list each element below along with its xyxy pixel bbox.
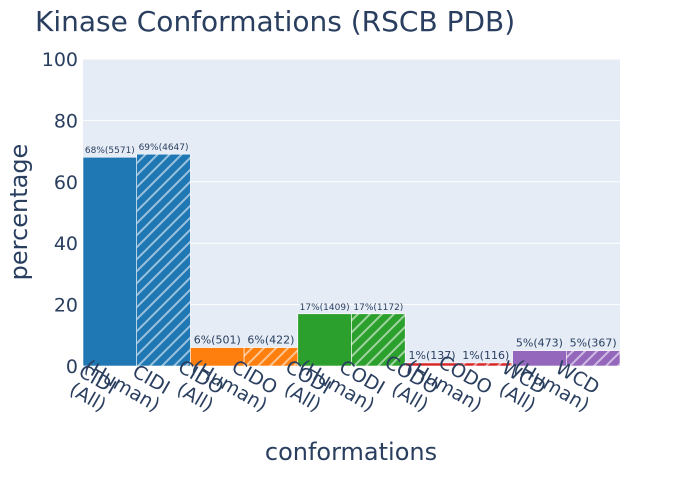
chart-title: Kinase Conformations (RSCB PDB) bbox=[35, 5, 515, 38]
y-tick-label: 0 bbox=[66, 356, 78, 378]
bar bbox=[297, 313, 352, 367]
y-tick-label: 20 bbox=[54, 295, 78, 317]
bars bbox=[82, 153, 621, 367]
bar bbox=[565, 350, 621, 367]
y-tick-label: 60 bbox=[54, 172, 78, 194]
bar-data-label: 1%(137) bbox=[409, 349, 456, 362]
bar bbox=[136, 153, 191, 367]
bar-data-label: 17%(1172) bbox=[353, 303, 403, 313]
bar-data-label: 6%(422) bbox=[247, 334, 294, 347]
bar-labels: 68%(5571) 69%(4647) 6%(501) 6%(422) 17%(1409… bbox=[85, 143, 617, 362]
bar bbox=[351, 313, 406, 367]
x-axis-title: conformations bbox=[265, 438, 437, 466]
bar-data-label: 6%(501) bbox=[194, 334, 241, 347]
bar-data-label: 69%(4647) bbox=[139, 143, 189, 153]
y-tick-label: 80 bbox=[54, 110, 78, 132]
y-tick-label: 100 bbox=[42, 49, 78, 71]
bar-data-label: 68%(5571) bbox=[85, 146, 135, 156]
bar-data-label: 5%(473) bbox=[516, 337, 563, 350]
y-axis-ticks: 0 20 40 60 80 100 bbox=[42, 49, 78, 378]
bar bbox=[82, 156, 138, 367]
y-axis-title: percentage bbox=[5, 144, 33, 281]
bar-data-label: 1%(116) bbox=[462, 349, 509, 362]
bar-data-label: 17%(1409) bbox=[300, 303, 350, 313]
y-tick-label: 40 bbox=[54, 233, 78, 255]
bar-data-label: 5%(367) bbox=[570, 337, 617, 350]
